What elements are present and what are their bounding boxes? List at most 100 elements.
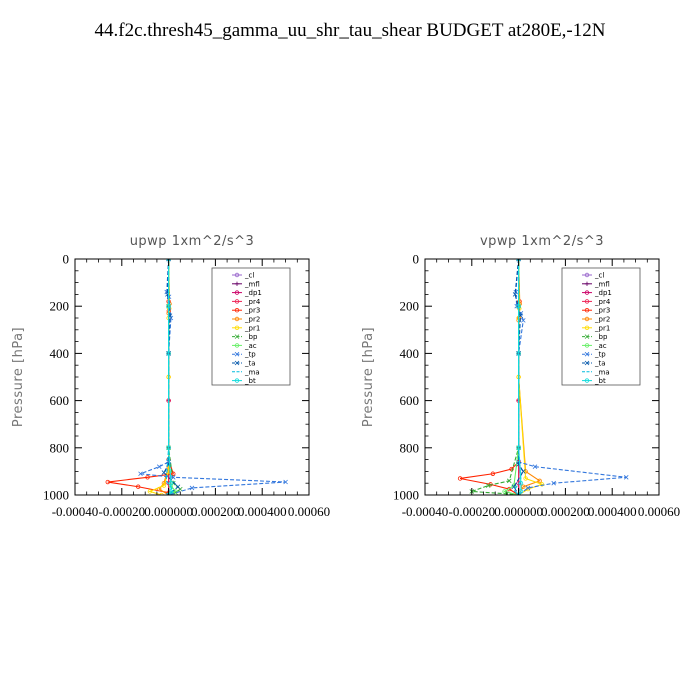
data-point-marker: [234, 334, 240, 339]
series-line-pr3: [107, 259, 175, 494]
legend-label: _bp: [594, 333, 608, 341]
data-point-marker: [584, 351, 590, 357]
legend-label: _dp1: [594, 289, 612, 297]
chart-panel-1: upwp 1xm^2/s^3 Pressure [hPa] 0 200 400 600 80…: [11, 234, 330, 519]
x-tick-label: 0.00060: [638, 504, 680, 519]
x-tick-label: 0.00060: [288, 504, 330, 519]
data-point-marker: [512, 292, 518, 297]
data-point-marker: [520, 318, 526, 323]
legend-label: _ta: [594, 360, 606, 368]
data-point-marker: [234, 351, 240, 357]
y-tick-label: 0: [63, 252, 70, 267]
data-point-marker: [234, 325, 240, 330]
legend: _cl_mfl_dp1_pr4_pr3_pr2_pr1_bp_ac_tp_ta_…: [561, 267, 641, 386]
series-group: [457, 259, 629, 495]
data-point-marker: [161, 470, 167, 475]
y-axis-label: Pressure [hPa]: [361, 327, 376, 427]
data-point-marker: [457, 476, 463, 481]
data-point-marker: [584, 325, 590, 330]
series-line-bt: [168, 259, 172, 495]
x-tick-label: 0.000400: [238, 504, 287, 519]
legend-label: _ac: [594, 342, 607, 350]
data-point-marker: [234, 308, 240, 313]
legend-label: _ac: [244, 342, 257, 350]
data-point-marker: [518, 481, 524, 486]
chart-title: upwp 1xm^2/s^3: [130, 234, 255, 249]
data-point-marker: [189, 485, 195, 491]
series-line-ta: [163, 259, 179, 495]
data-point-marker: [520, 469, 526, 474]
legend-box: [561, 267, 641, 386]
data-point-marker: [518, 489, 524, 494]
data-point-marker: [584, 378, 590, 383]
data-point-marker: [584, 316, 590, 322]
legend-label: _pr1: [594, 324, 610, 332]
x-tick-label: -0.00020: [99, 504, 146, 519]
legend-label: _ma: [594, 368, 610, 376]
data-point-marker: [551, 480, 556, 486]
data-point-marker: [175, 484, 181, 490]
data-point-marker: [584, 343, 590, 348]
legend-label: _bp: [244, 333, 258, 341]
data-point-marker: [525, 485, 531, 491]
series-line-bt: [518, 259, 522, 495]
chart-title: vpwp 1xm^2/s^3: [480, 234, 604, 249]
legend-label: _pr2: [594, 316, 610, 324]
data-point-marker: [234, 290, 240, 295]
legend-label: _mfl: [244, 280, 260, 288]
data-point-marker: [584, 334, 590, 339]
y-tick-label: 1000: [43, 488, 69, 503]
legend-label: _pr4: [594, 298, 611, 306]
data-point-marker: [516, 445, 521, 450]
y-tick-label: 200: [50, 299, 70, 314]
y-tick-label: 600: [400, 393, 420, 408]
data-point-marker: [168, 481, 174, 486]
y-tick-label: 0: [413, 252, 420, 267]
legend-label: _pr1: [244, 324, 260, 332]
y-tick-label: 400: [400, 346, 420, 361]
x-tick-label: -0.00020: [449, 504, 496, 519]
data-point-marker: [623, 475, 629, 480]
x-tick-label: 0.000200: [191, 504, 240, 519]
data-point-marker: [173, 490, 178, 495]
data-point-marker: [532, 464, 538, 469]
legend-label: _bt: [244, 377, 256, 385]
legend-label: _pr4: [244, 298, 261, 306]
data-point-marker: [135, 484, 141, 489]
data-point-marker: [166, 351, 171, 356]
data-point-marker: [511, 483, 517, 488]
data-point-marker: [168, 489, 174, 494]
y-tick-label: 800: [50, 440, 70, 455]
legend-label: _bt: [594, 377, 606, 385]
data-point-marker: [161, 483, 167, 488]
data-point-marker: [539, 482, 545, 487]
data-point-marker: [584, 290, 590, 295]
data-point-marker: [485, 483, 491, 488]
data-point-marker: [173, 489, 178, 494]
page-title: 44.f2c.thresh45_gamma_uu_shr_tau_shear B…: [94, 20, 606, 41]
legend-label: _pr3: [244, 307, 260, 315]
data-point-marker: [234, 343, 240, 348]
data-point-marker: [234, 378, 240, 383]
data-point-marker: [506, 478, 512, 484]
data-point-marker: [516, 304, 521, 309]
x-tick-label: 0.000000: [494, 504, 543, 519]
series-line-pr2: [518, 259, 541, 495]
data-point-marker: [283, 479, 288, 485]
data-point-marker: [234, 299, 240, 304]
data-point-marker: [234, 281, 240, 286]
legend-label: _tp: [244, 351, 256, 359]
data-point-marker: [584, 308, 590, 313]
data-point-marker: [138, 471, 143, 477]
y-tick-label: 1000: [393, 488, 419, 503]
data-point-marker: [170, 475, 176, 480]
data-point-marker: [523, 476, 528, 481]
x-tick-label: 0.000000: [144, 504, 193, 519]
legend-label: _ta: [244, 360, 256, 368]
legend-box: [211, 267, 291, 386]
data-point-marker: [171, 471, 176, 476]
series-line-pr1: [148, 259, 170, 495]
data-point-marker: [166, 304, 171, 309]
y-tick-label: 200: [400, 299, 420, 314]
